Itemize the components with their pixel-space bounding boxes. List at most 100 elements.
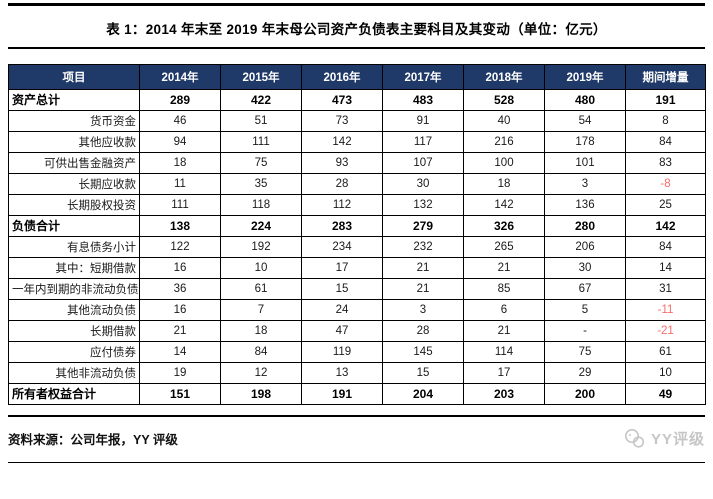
value-cell: 114 bbox=[463, 340, 545, 363]
row-label: 可供出售金融资产 bbox=[8, 151, 140, 174]
value-cell: 84 bbox=[625, 130, 706, 153]
source-note: 资料来源：公司年报，YY 评级 bbox=[8, 433, 178, 447]
value-cell: 84 bbox=[220, 340, 302, 363]
value-cell: 75 bbox=[544, 340, 626, 363]
value-cell: 47 bbox=[301, 319, 383, 342]
column-header: 项目 bbox=[8, 63, 140, 90]
value-cell: 17 bbox=[301, 256, 383, 279]
row-label: 应付债券 bbox=[8, 340, 140, 363]
value-cell: - bbox=[544, 319, 626, 342]
table-row: 应付债券 14 84 119 145 114 75 61 bbox=[8, 340, 706, 363]
table-row: 长期股权投资 111 118 112 132 142 136 25 bbox=[8, 193, 706, 216]
value-cell: 19 bbox=[139, 361, 221, 384]
footer: 资料来源：公司年报，YY 评级 YY评级 bbox=[8, 428, 705, 450]
column-header: 2016年 bbox=[301, 63, 383, 90]
table-header-row: 项目 2014年 2015年 2016年 2017年 2018年 2019年 期间增量 bbox=[8, 63, 706, 90]
value-cell: 145 bbox=[382, 340, 464, 363]
value-cell: 122 bbox=[139, 235, 221, 258]
value-cell: 178 bbox=[544, 130, 626, 153]
row-label: 所有者权益合计 bbox=[8, 382, 140, 405]
top-divider bbox=[8, 3, 705, 6]
value-cell: 142 bbox=[301, 130, 383, 153]
yy-logo-icon bbox=[624, 428, 645, 448]
value-cell: 7 bbox=[220, 298, 302, 321]
value-cell: 119 bbox=[301, 340, 383, 363]
value-cell: 30 bbox=[544, 256, 626, 279]
row-label: 负债合计 bbox=[8, 214, 140, 237]
value-cell: 13 bbox=[301, 361, 383, 384]
value-cell: 142 bbox=[625, 214, 706, 237]
table-row: 长期借款 21 18 47 28 21- -21 bbox=[8, 319, 706, 342]
value-cell: 73 bbox=[301, 109, 383, 132]
value-cell: 14 bbox=[139, 340, 221, 363]
row-label: 一年内到期的非流动负债 bbox=[8, 277, 140, 300]
value-cell: 21 bbox=[463, 319, 545, 342]
value-cell: 191 bbox=[301, 382, 383, 405]
value-cell: 36 bbox=[139, 277, 221, 300]
value-cell: 14 bbox=[625, 256, 706, 279]
value-cell: 49 bbox=[625, 382, 706, 405]
table-row: 其中：短期借款 16 10 17 21 21 30 14 bbox=[8, 256, 706, 279]
column-header: 2015年 bbox=[220, 63, 302, 90]
value-cell: -11 bbox=[625, 298, 706, 321]
balance-sheet-table: 项目 2014年 2015年 2016年 2017年 2018年 2019年 期间增量 资产总… bbox=[8, 63, 706, 405]
table-row: 有息债务小计 122 192 234 232 265 206 84 bbox=[8, 235, 706, 258]
value-cell: 84 bbox=[625, 235, 706, 258]
table-row: 一年内到期的非流动负债 36 61 15 21 85 67 31 bbox=[8, 277, 706, 300]
value-cell: 326 bbox=[463, 214, 545, 237]
value-cell: 483 bbox=[382, 88, 464, 111]
value-cell: 18 bbox=[220, 319, 302, 342]
value-cell: 6 bbox=[463, 298, 545, 321]
row-label: 长期股权投资 bbox=[8, 193, 140, 216]
value-cell: 85 bbox=[463, 277, 545, 300]
value-cell: 8 bbox=[625, 109, 706, 132]
value-cell: 265 bbox=[463, 235, 545, 258]
value-cell: 279 bbox=[382, 214, 464, 237]
table-row: 可供出售金融资产 18 75 93 107 100 101 83 bbox=[8, 151, 706, 174]
value-cell: 111 bbox=[220, 130, 302, 153]
value-cell: 206 bbox=[544, 235, 626, 258]
row-label: 其他流动负债 bbox=[8, 298, 140, 321]
value-cell: -21 bbox=[625, 319, 706, 342]
value-cell: 232 bbox=[382, 235, 464, 258]
value-cell: 16 bbox=[139, 298, 221, 321]
value-cell: 422 bbox=[220, 88, 302, 111]
report-page: 表 1：2014 年末至 2019 年末母公司资产负债表主要科目及其变动（单位：… bbox=[0, 3, 713, 499]
value-cell: 289 bbox=[139, 88, 221, 111]
value-cell: 100 bbox=[463, 151, 545, 174]
value-cell: 111 bbox=[139, 193, 221, 216]
value-cell: 192 bbox=[220, 235, 302, 258]
value-cell: 117 bbox=[382, 130, 464, 153]
value-cell: 3 bbox=[544, 172, 626, 195]
value-cell: 136 bbox=[544, 193, 626, 216]
value-cell: 3 bbox=[382, 298, 464, 321]
column-header: 2014年 bbox=[139, 63, 221, 90]
value-cell: 35 bbox=[220, 172, 302, 195]
value-cell: 224 bbox=[220, 214, 302, 237]
yy-watermark: YY评级 bbox=[623, 428, 705, 450]
value-cell: 28 bbox=[382, 319, 464, 342]
value-cell: 67 bbox=[544, 277, 626, 300]
value-cell: 283 bbox=[301, 214, 383, 237]
row-label: 长期借款 bbox=[8, 319, 140, 342]
value-cell: 83 bbox=[625, 151, 706, 174]
value-cell: 234 bbox=[301, 235, 383, 258]
table-row: 负债合计 138 224 283 279 326 280 142 bbox=[8, 214, 706, 237]
value-cell: 528 bbox=[463, 88, 545, 111]
value-cell: 30 bbox=[382, 172, 464, 195]
value-cell: 91 bbox=[382, 109, 464, 132]
value-cell: 118 bbox=[220, 193, 302, 216]
value-cell: 61 bbox=[220, 277, 302, 300]
column-header: 2017年 bbox=[382, 63, 464, 90]
value-cell: 138 bbox=[139, 214, 221, 237]
column-header: 期间增量 bbox=[625, 63, 706, 90]
value-cell: 21 bbox=[139, 319, 221, 342]
value-cell: 18 bbox=[463, 172, 545, 195]
value-cell: 101 bbox=[544, 151, 626, 174]
value-cell: 75 bbox=[220, 151, 302, 174]
value-cell: 15 bbox=[301, 277, 383, 300]
value-cell: 21 bbox=[382, 256, 464, 279]
table-row: 其他非流动负债 19 12 13 15 17 29 10 bbox=[8, 361, 706, 384]
value-cell: 94 bbox=[139, 130, 221, 153]
table-body: 资产总计 289 422 473 483 528 480 191 货币资金 46 51 73 91 40 5… bbox=[8, 88, 706, 405]
